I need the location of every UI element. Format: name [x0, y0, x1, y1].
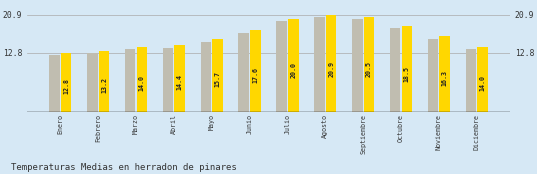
- Bar: [250, 30, 261, 112]
- Bar: [326, 15, 337, 112]
- Text: 17.6: 17.6: [252, 68, 258, 84]
- Text: 15.7: 15.7: [215, 72, 221, 88]
- Text: 14.4: 14.4: [177, 74, 183, 90]
- Bar: [212, 39, 223, 112]
- Bar: [175, 45, 185, 112]
- Text: 16.3: 16.3: [442, 70, 448, 86]
- Bar: [402, 26, 412, 112]
- Text: 12.8: 12.8: [63, 78, 69, 94]
- Text: 20.5: 20.5: [366, 61, 372, 77]
- Bar: [99, 51, 110, 112]
- Bar: [288, 19, 299, 112]
- Text: Temperaturas Medias en herradon de pinares: Temperaturas Medias en herradon de pinar…: [11, 163, 236, 172]
- Text: 20.0: 20.0: [291, 62, 296, 78]
- Bar: [390, 28, 401, 112]
- Bar: [477, 47, 488, 112]
- Bar: [276, 21, 287, 112]
- Bar: [364, 17, 374, 112]
- Bar: [352, 19, 362, 112]
- Text: 13.2: 13.2: [101, 77, 107, 93]
- Bar: [61, 53, 71, 112]
- Text: 20.9: 20.9: [328, 61, 334, 77]
- Bar: [427, 39, 438, 112]
- Text: 14.0: 14.0: [139, 75, 145, 91]
- Bar: [125, 49, 135, 112]
- Bar: [466, 49, 476, 112]
- Bar: [136, 47, 147, 112]
- Bar: [87, 53, 98, 112]
- Bar: [314, 17, 325, 112]
- Bar: [238, 33, 249, 112]
- Bar: [49, 55, 60, 112]
- Bar: [200, 42, 211, 112]
- Bar: [163, 48, 173, 112]
- Text: 14.0: 14.0: [480, 75, 485, 91]
- Text: 18.5: 18.5: [404, 66, 410, 82]
- Bar: [439, 36, 450, 112]
